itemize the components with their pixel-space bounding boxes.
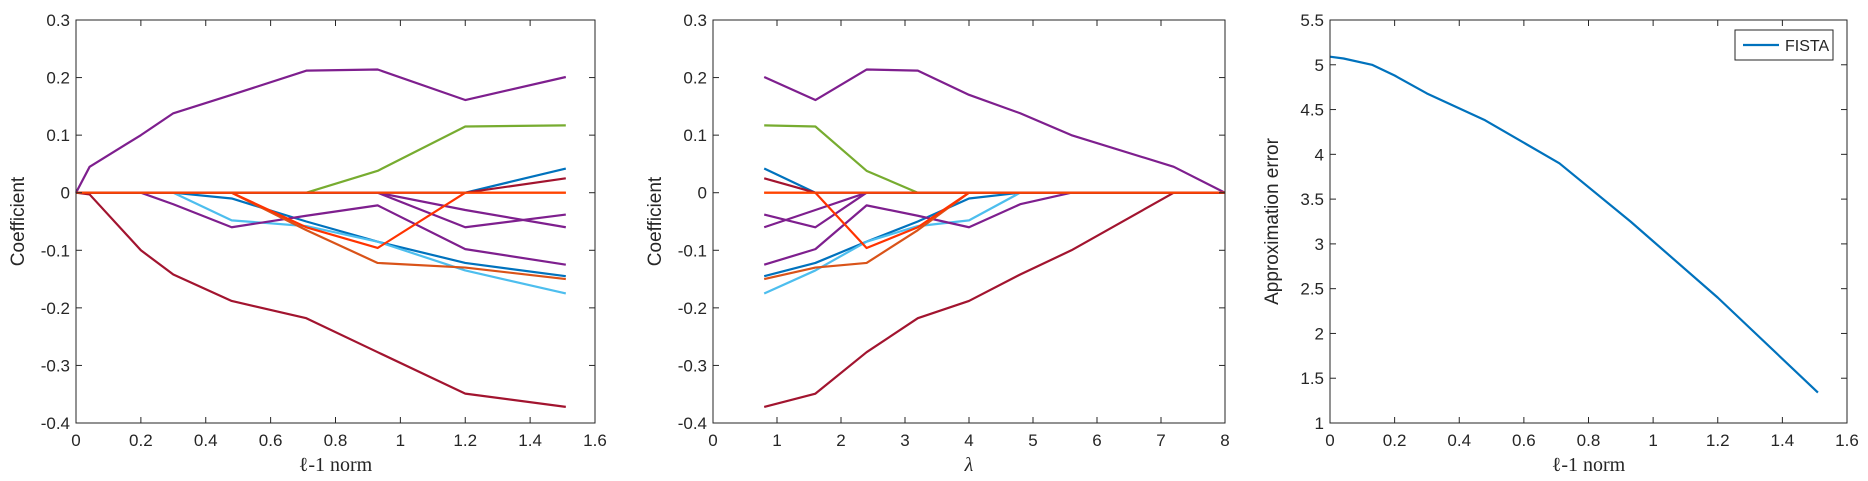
legend: FISTA (1734, 29, 1834, 61)
x-tick-label: 0.4 (194, 431, 218, 450)
x-tick-label: 1.2 (453, 431, 477, 450)
x-axis-label: ℓ-1 norm (1552, 454, 1626, 476)
legend-entry: FISTA (1785, 38, 1829, 55)
y-tick-label: -0.3 (41, 356, 70, 375)
y-tick-label: 1.5 (1300, 369, 1324, 388)
x-tick-label: 8 (1220, 431, 1229, 450)
y-axis-label: Approximation error (1262, 137, 1283, 305)
y-tick-label: -0.2 (41, 299, 70, 318)
y-tick-label: -0.1 (678, 241, 707, 260)
x-tick-label: 3 (900, 431, 909, 450)
y-tick-label: 4.5 (1300, 101, 1324, 120)
y-tick-label: 4 (1315, 145, 1324, 164)
x-tick-label: 1.2 (1706, 431, 1730, 450)
y-tick-label: -0.4 (678, 414, 707, 433)
y-tick-label: 0.2 (683, 69, 707, 88)
series-line-11 (75, 191, 566, 408)
x-axis-label: ℓ-1 norm (299, 454, 373, 476)
x-tick-label: 2 (836, 431, 845, 450)
y-tick-label: 0 (61, 184, 70, 203)
y-tick-label: 2 (1315, 324, 1324, 343)
x-tick-label: 1.6 (1835, 431, 1859, 450)
y-tick-label: 3.5 (1300, 190, 1324, 209)
x-tick-label: 1.4 (1771, 431, 1795, 450)
y-tick-label: 2.5 (1300, 280, 1324, 299)
y-tick-label: -0.3 (678, 356, 707, 375)
x-tick-label: 0.6 (1512, 431, 1536, 450)
y-tick-label: -0.1 (41, 241, 70, 260)
x-tick-label: 1.6 (583, 431, 607, 450)
series-line-0 (1329, 55, 1819, 394)
series-line-11 (763, 191, 1225, 408)
x-tick-label: 0 (71, 431, 80, 450)
y-tick-label: 5.5 (1300, 11, 1324, 30)
y-axis-label: Coefficient (8, 176, 29, 266)
x-tick-label: 0.2 (129, 431, 153, 450)
y-tick-label: 0.2 (46, 69, 70, 88)
x-tick-label: 1 (772, 431, 781, 450)
x-tick-label: 0.2 (1383, 431, 1407, 450)
x-tick-label: 1 (1648, 431, 1657, 450)
y-tick-label: 1 (1315, 414, 1324, 433)
x-tick-label: 1.4 (518, 431, 542, 450)
y-tick-label: -0.2 (678, 299, 707, 318)
y-tick-label: 0.3 (683, 11, 707, 30)
x-tick-label: 7 (1156, 431, 1165, 450)
x-tick-label: 0 (708, 431, 717, 450)
y-tick-label: 3 (1315, 235, 1324, 254)
x-tick-label: 0.4 (1447, 431, 1471, 450)
x-tick-label: 6 (1092, 431, 1101, 450)
coefficient-path-l1-chart: 0 0.2 0.4 0.6 0.8 1 1.2 1.4 1.6 -0.4 -0.3 -0.2 -0.1 0… (8, 11, 607, 476)
coefficient-path-lambda-chart: 0 1 2 3 4 5 6 7 8 -0.4 -0.3 -0.2 -0.1 0 0.1 0.2 0.3 λ Coef… (645, 11, 1230, 476)
series-line-0 (763, 68, 1226, 194)
y-tick-label: 0.3 (46, 11, 70, 30)
x-tick-label: 0.8 (324, 431, 348, 450)
x-tick-label: 4 (964, 431, 973, 450)
x-tick-label: 0.6 (259, 431, 283, 450)
y-axis-label: Coefficient (645, 176, 666, 266)
y-tick-label: -0.4 (41, 414, 70, 433)
y-tick-label: 0 (698, 184, 707, 203)
plot-area (713, 20, 1225, 423)
x-tick-label: 1 (396, 431, 405, 450)
approximation-error-chart: 0 0.2 0.4 0.6 0.8 1 1.2 1.4 1.6 1 1.5 2 2.5 3 3.5 4 4.5 5… (1262, 11, 1859, 476)
x-tick-label: 0 (1325, 431, 1334, 450)
series-line-0 (75, 68, 567, 194)
x-axis-label: λ (964, 454, 974, 476)
y-tick-label: 0.1 (46, 126, 70, 145)
x-tick-label: 5 (1028, 431, 1037, 450)
plot-area (1330, 20, 1847, 423)
y-tick-label: 5 (1315, 56, 1324, 75)
x-tick-label: 0.8 (1577, 431, 1601, 450)
y-tick-label: 0.1 (683, 126, 707, 145)
